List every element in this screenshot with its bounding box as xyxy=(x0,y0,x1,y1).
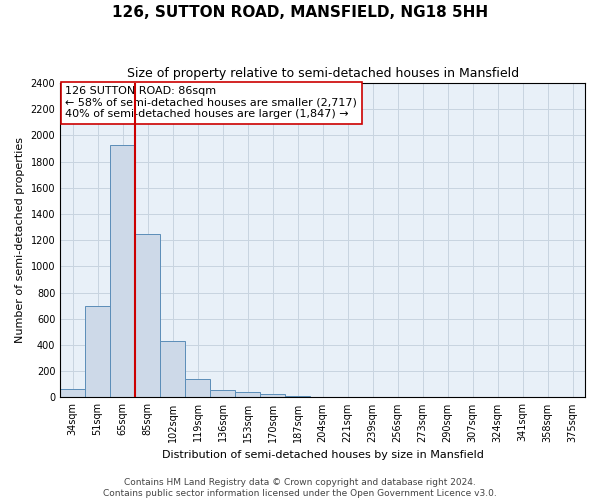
Bar xyxy=(210,390,235,398)
Bar xyxy=(160,341,185,398)
Bar xyxy=(60,388,85,398)
Text: 126, SUTTON ROAD, MANSFIELD, NG18 5HH: 126, SUTTON ROAD, MANSFIELD, NG18 5HH xyxy=(112,5,488,20)
Bar xyxy=(260,394,285,398)
Bar xyxy=(285,396,310,398)
Bar xyxy=(235,392,260,398)
Bar xyxy=(110,144,135,398)
Text: 126 SUTTON ROAD: 86sqm
← 58% of semi-detached houses are smaller (2,717)
40% of : 126 SUTTON ROAD: 86sqm ← 58% of semi-det… xyxy=(65,86,357,120)
Y-axis label: Number of semi-detached properties: Number of semi-detached properties xyxy=(15,137,25,343)
Bar xyxy=(135,234,160,398)
X-axis label: Distribution of semi-detached houses by size in Mansfield: Distribution of semi-detached houses by … xyxy=(161,450,484,460)
Bar xyxy=(85,306,110,398)
Title: Size of property relative to semi-detached houses in Mansfield: Size of property relative to semi-detach… xyxy=(127,68,518,80)
Bar xyxy=(185,379,210,398)
Text: Contains HM Land Registry data © Crown copyright and database right 2024.
Contai: Contains HM Land Registry data © Crown c… xyxy=(103,478,497,498)
